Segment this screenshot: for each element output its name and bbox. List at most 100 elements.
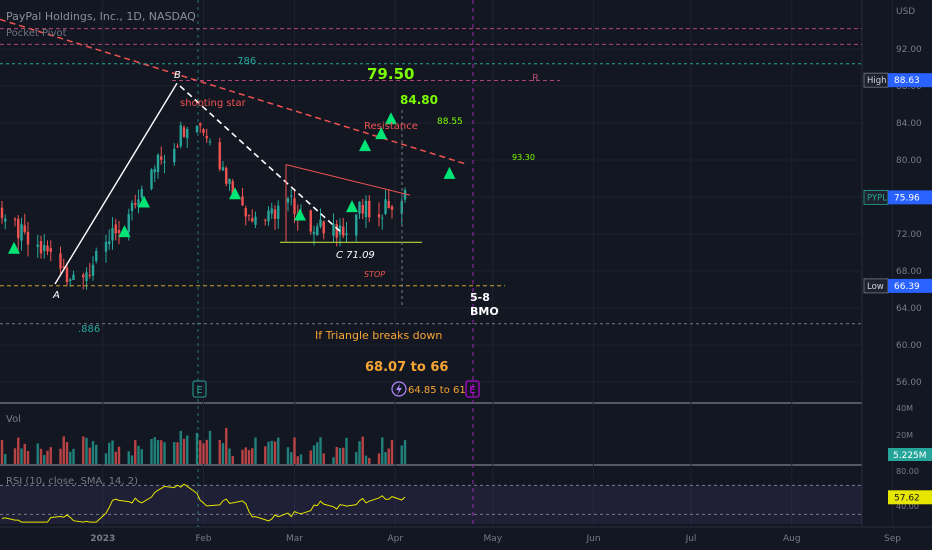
candle-body xyxy=(293,198,296,215)
volume-bar xyxy=(137,445,140,464)
candle-body xyxy=(23,225,26,233)
grid xyxy=(0,0,932,528)
volume-bar xyxy=(264,446,267,464)
price-label-value: 66.39 xyxy=(894,282,920,292)
price-axis-tick: 64.00 xyxy=(896,304,922,314)
volume-bar xyxy=(59,448,62,464)
volume-bar xyxy=(244,447,247,464)
volume-bar xyxy=(163,442,166,464)
volume-bar xyxy=(342,447,345,464)
rsi-last-value: 57.62 xyxy=(894,493,920,503)
volume-bar xyxy=(134,440,137,464)
candle-body xyxy=(182,127,186,137)
volume-bar xyxy=(46,450,49,464)
annotation-shooting_star: shooting star xyxy=(180,98,247,109)
volume-bar xyxy=(319,437,322,464)
time-axis-label: Aug xyxy=(783,534,801,544)
candle-body xyxy=(82,274,85,278)
price-label-value: 75.96 xyxy=(894,193,920,203)
volume-bar xyxy=(69,451,72,464)
candle-body xyxy=(26,231,30,245)
resistance-line xyxy=(0,18,466,165)
candle-body xyxy=(368,200,371,218)
candle-body xyxy=(342,226,345,236)
volume-bar xyxy=(0,439,4,464)
candle-body xyxy=(4,218,7,222)
indicator-title: Pocket Pivot xyxy=(6,28,67,39)
candle-body xyxy=(338,225,342,235)
rsi-line xyxy=(1,483,406,523)
candle-body xyxy=(160,156,163,160)
candle-body xyxy=(225,168,228,184)
volume-bar xyxy=(335,447,338,464)
volume-bar xyxy=(322,453,325,464)
rsi-pane[interactable]: RSI (10, close, SMA, 14, 2) xyxy=(0,476,862,524)
candle-body xyxy=(117,230,121,233)
time-axis-label: Feb xyxy=(196,534,212,544)
volume-bar xyxy=(286,447,290,464)
candle-body xyxy=(43,245,46,252)
candle-body xyxy=(39,241,43,254)
volume-bar xyxy=(72,448,75,464)
candle-body xyxy=(247,215,251,217)
price-axis-tick: 72.00 xyxy=(896,230,922,240)
volume-bar xyxy=(358,441,361,464)
annotation-earnings_note_2: BMO xyxy=(470,305,499,318)
annotation-resistance: Resistance xyxy=(364,121,418,132)
candle-body xyxy=(85,272,88,282)
candle-body xyxy=(332,224,335,236)
volume-bar xyxy=(338,447,342,464)
volume-last-value: 5.225M xyxy=(893,451,927,461)
candle-body xyxy=(134,203,137,205)
volume-bar xyxy=(182,438,186,464)
volume-bar xyxy=(176,442,179,464)
candle-body xyxy=(150,169,153,189)
candle-body xyxy=(65,267,69,283)
volume-bar xyxy=(273,441,277,464)
volume-bar xyxy=(390,440,394,464)
candle-body xyxy=(104,241,108,252)
volume-bar xyxy=(26,450,30,464)
volume-bar xyxy=(299,454,303,464)
candle-body xyxy=(186,129,189,139)
volume-bar xyxy=(127,451,130,464)
price-axis[interactable]: USD56.0060.0064.0068.0072.0076.0080.0084… xyxy=(863,7,932,511)
candle-body xyxy=(384,199,387,214)
candle-body xyxy=(127,214,130,233)
volume-bar xyxy=(195,432,199,464)
annotation-earnings_note_1: 5-8 xyxy=(470,291,490,304)
pocket-pivot-marker xyxy=(443,166,456,179)
volume-bar xyxy=(156,440,160,464)
volume-bar xyxy=(381,437,384,464)
volume-bar xyxy=(218,439,221,464)
volume-bar xyxy=(208,430,212,464)
price-pane[interactable]: A B C 71.09 shooting star Resistance .786 .886… xyxy=(0,0,862,527)
annotation-point_a: A xyxy=(52,290,60,301)
volume-bar xyxy=(20,448,23,464)
volume-bar xyxy=(241,449,244,464)
rsi-axis-tick: 80.00 xyxy=(896,467,919,476)
symbol-title: PayPal Holdings, Inc., 1D, NASDAQ xyxy=(6,10,196,23)
price-label-name: PYPL xyxy=(867,193,887,203)
time-axis-label: Apr xyxy=(387,534,403,544)
candle-body xyxy=(62,266,65,269)
candle-body xyxy=(319,219,322,227)
annotation-fib_886: .886 xyxy=(78,324,100,335)
time-axis[interactable]: 2023 Feb Mar Apr May Jun Jul Aug Sep xyxy=(90,534,901,544)
candle-body xyxy=(381,217,384,219)
candle-body xyxy=(72,274,75,281)
volume-pane[interactable]: Vol xyxy=(0,414,407,464)
volume-bar xyxy=(231,456,234,464)
volume-bar xyxy=(387,448,390,464)
volume-bar xyxy=(332,457,335,464)
candle-body xyxy=(358,201,361,214)
candle-body xyxy=(108,241,111,245)
candle-body xyxy=(205,136,208,139)
volume-bar xyxy=(205,439,208,464)
price-axis-tick: 92.00 xyxy=(896,45,922,55)
price-axis-unit: USD xyxy=(896,7,915,17)
candle-body xyxy=(130,202,134,211)
candle-body xyxy=(267,210,270,222)
volume-bar xyxy=(95,444,98,464)
